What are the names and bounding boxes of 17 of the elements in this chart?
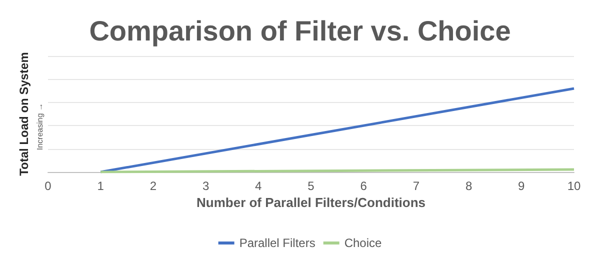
x-tick-label: 7 bbox=[412, 179, 420, 193]
chart-title: Comparison of Filter vs. Choice bbox=[89, 16, 511, 46]
x-tick-label: 6 bbox=[360, 179, 368, 193]
y-axis-title: Total Load on System bbox=[17, 52, 31, 176]
x-tick-label: 3 bbox=[202, 179, 210, 193]
legend-label: Choice bbox=[344, 236, 382, 250]
x-axis-title: Number of Parallel Filters/Conditions bbox=[196, 195, 426, 210]
x-tick-label: 10 bbox=[567, 179, 581, 193]
legend-label: Parallel Filters bbox=[239, 236, 316, 250]
x-tick-label: 8 bbox=[465, 179, 472, 193]
x-tick-label: 2 bbox=[150, 179, 157, 193]
x-tick-label: 1 bbox=[97, 179, 104, 193]
x-tick-label: 9 bbox=[518, 179, 526, 193]
x-tick-label: 0 bbox=[44, 179, 52, 193]
x-tick-label: 4 bbox=[255, 179, 262, 193]
text: Increasing → bbox=[36, 102, 44, 150]
x-tick-label: 5 bbox=[308, 179, 315, 193]
